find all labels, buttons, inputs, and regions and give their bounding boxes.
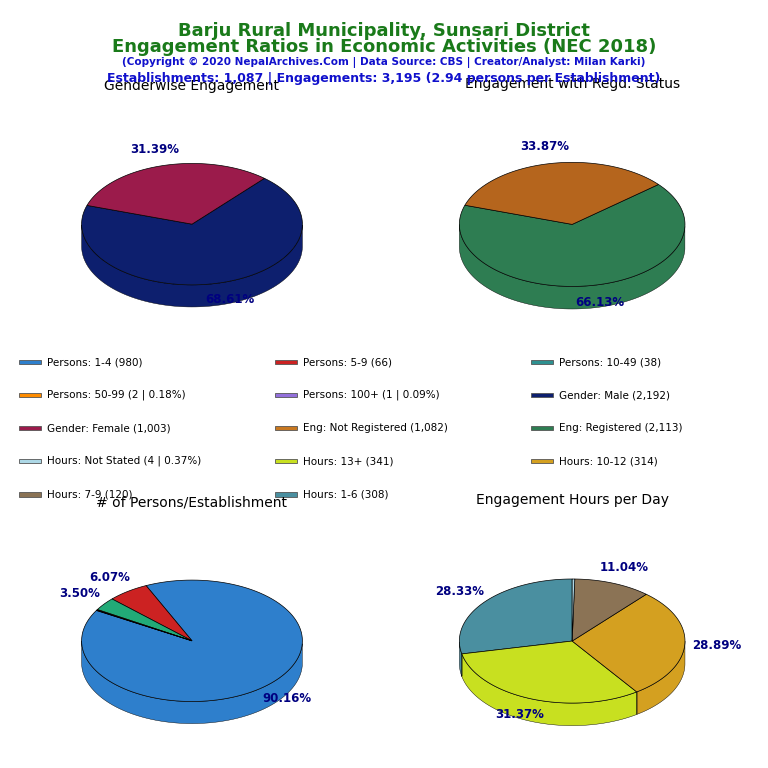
Bar xyxy=(531,392,553,398)
Polygon shape xyxy=(459,184,685,286)
Polygon shape xyxy=(98,599,192,641)
Bar xyxy=(19,458,41,464)
Title: Engagement with Regd. Status: Engagement with Regd. Status xyxy=(465,77,680,91)
Polygon shape xyxy=(462,641,637,703)
Bar xyxy=(275,392,296,398)
Text: Persons: 50-99 (2 | 0.18%): Persons: 50-99 (2 | 0.18%) xyxy=(47,390,186,400)
Text: Persons: 10-49 (38): Persons: 10-49 (38) xyxy=(559,357,661,367)
Text: 11.04%: 11.04% xyxy=(600,561,649,574)
Text: Engagement Ratios in Economic Activities (NEC 2018): Engagement Ratios in Economic Activities… xyxy=(112,38,656,56)
Polygon shape xyxy=(97,610,192,641)
Text: Gender: Male (2,192): Gender: Male (2,192) xyxy=(559,390,670,400)
Text: Eng: Not Registered (1,082): Eng: Not Registered (1,082) xyxy=(303,423,448,433)
Bar xyxy=(275,425,296,431)
Text: Hours: 13+ (341): Hours: 13+ (341) xyxy=(303,456,393,466)
Polygon shape xyxy=(81,641,303,723)
Bar xyxy=(531,425,553,431)
Text: Establishments: 1,087 | Engagements: 3,195 (2.94 persons per Establishment): Establishments: 1,087 | Engagements: 3,1… xyxy=(108,72,660,85)
Text: 28.33%: 28.33% xyxy=(435,584,485,598)
Text: 31.39%: 31.39% xyxy=(130,143,179,156)
Text: Hours: 10-12 (314): Hours: 10-12 (314) xyxy=(559,456,657,466)
Polygon shape xyxy=(81,225,303,307)
Bar xyxy=(19,359,41,365)
Text: 31.37%: 31.37% xyxy=(495,708,544,721)
Text: Persons: 100+ (1 | 0.09%): Persons: 100+ (1 | 0.09%) xyxy=(303,390,439,400)
Title: Genderwise Engagement: Genderwise Engagement xyxy=(104,79,280,93)
Text: Gender: Female (1,003): Gender: Female (1,003) xyxy=(47,423,170,433)
Polygon shape xyxy=(112,585,192,641)
Text: Persons: 1-4 (980): Persons: 1-4 (980) xyxy=(47,357,142,367)
Text: 33.87%: 33.87% xyxy=(520,140,569,153)
Polygon shape xyxy=(572,594,685,692)
Text: Persons: 5-9 (66): Persons: 5-9 (66) xyxy=(303,357,392,367)
Bar xyxy=(275,492,296,497)
Text: 6.07%: 6.07% xyxy=(90,571,131,584)
Bar xyxy=(531,458,553,464)
Text: Hours: 7-9 (120): Hours: 7-9 (120) xyxy=(47,489,132,499)
Text: (Copyright © 2020 NepalArchives.Com | Data Source: CBS | Creator/Analyst: Milan : (Copyright © 2020 NepalArchives.Com | Da… xyxy=(122,57,646,68)
Text: Barju Rural Municipality, Sunsari District: Barju Rural Municipality, Sunsari Distri… xyxy=(178,22,590,39)
Polygon shape xyxy=(81,580,303,701)
Polygon shape xyxy=(459,579,572,654)
Title: Engagement Hours per Day: Engagement Hours per Day xyxy=(475,493,669,508)
Bar xyxy=(275,458,296,464)
Text: 68.61%: 68.61% xyxy=(205,293,254,306)
Polygon shape xyxy=(572,579,574,641)
Polygon shape xyxy=(97,610,192,641)
Polygon shape xyxy=(81,178,303,285)
Polygon shape xyxy=(459,642,462,677)
Text: 3.50%: 3.50% xyxy=(59,588,100,601)
Text: 66.13%: 66.13% xyxy=(575,296,624,309)
Polygon shape xyxy=(462,654,637,726)
Polygon shape xyxy=(572,579,647,641)
Polygon shape xyxy=(465,162,658,224)
Bar xyxy=(531,359,553,365)
Polygon shape xyxy=(637,641,685,714)
Text: Hours: Not Stated (4 | 0.37%): Hours: Not Stated (4 | 0.37%) xyxy=(47,456,201,466)
Polygon shape xyxy=(459,224,685,309)
Text: 28.89%: 28.89% xyxy=(692,639,741,652)
Bar xyxy=(19,492,41,497)
Text: Hours: 1-6 (308): Hours: 1-6 (308) xyxy=(303,489,389,499)
Text: 90.16%: 90.16% xyxy=(263,692,312,705)
Bar xyxy=(275,359,296,365)
Title: # of Persons/Establishment: # of Persons/Establishment xyxy=(97,496,287,510)
Polygon shape xyxy=(87,164,264,224)
Text: Eng: Registered (2,113): Eng: Registered (2,113) xyxy=(559,423,682,433)
Bar xyxy=(19,392,41,398)
Bar xyxy=(19,425,41,431)
